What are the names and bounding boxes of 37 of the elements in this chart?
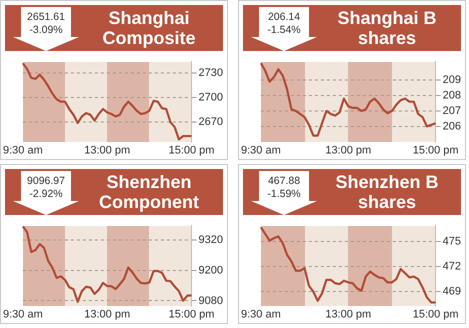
y-tick-label: 9320: [198, 234, 224, 246]
y-tick-label: 2730: [198, 67, 224, 80]
chart-title: Shenzhen B shares: [334, 172, 440, 212]
x-tick-label: 9:30 am: [3, 144, 43, 156]
text: 206.14: [266, 11, 302, 23]
y-tick-label: 209: [442, 74, 462, 86]
x-tick-label: 9:30 am: [3, 308, 43, 320]
y-tick-label: 2670: [198, 116, 224, 128]
y-tick-label: 208: [442, 90, 462, 102]
x-tick-label: 13:00 pm: [84, 144, 130, 156]
y-tick-label: 475: [442, 236, 462, 248]
text: -1.54%: [266, 24, 302, 36]
y-tick-label: 2700: [198, 92, 224, 104]
y-tick-label: 469: [442, 286, 462, 298]
chart-title: Shanghai Composite: [101, 8, 196, 48]
x-tick-label: 9:30 am: [241, 308, 281, 320]
text: -2.92%: [28, 188, 64, 200]
text: -3.09%: [28, 24, 64, 36]
chart-title: Shenzhen Component: [98, 172, 200, 212]
y-tick-label: 206: [442, 120, 462, 132]
x-tick-label: 15:00 pm: [412, 308, 459, 320]
x-tick-label: 15:00 pm: [412, 144, 459, 156]
text: -1.59%: [266, 188, 302, 200]
x-tick-label: 13:00 pm: [84, 308, 130, 320]
text: 9096.97: [26, 175, 66, 187]
y-tick-label: 9080: [198, 294, 224, 307]
x-tick-label: 15:00 pm: [168, 144, 214, 156]
chart-title: Shanghai B shares: [336, 8, 438, 48]
text: 2651.61: [26, 11, 66, 23]
text: 467.88: [266, 175, 302, 187]
x-tick-label: 13:00 pm: [325, 144, 372, 156]
y-tick-label: 9200: [198, 264, 224, 276]
x-tick-label: 15:00 pm: [168, 308, 214, 320]
y-tick-label: 472: [442, 260, 462, 273]
x-tick-label: 9:30 am: [241, 144, 281, 156]
x-tick-label: 13:00 pm: [325, 308, 372, 320]
y-tick-label: 207: [442, 104, 462, 117]
